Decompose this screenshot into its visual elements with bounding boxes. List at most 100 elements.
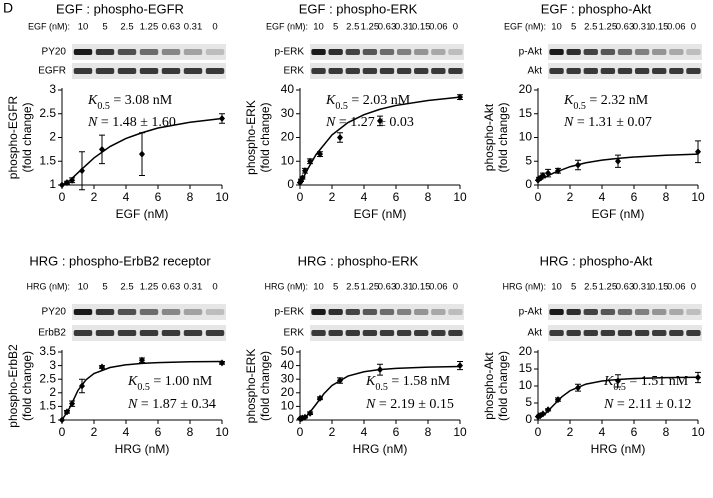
data-point bbox=[99, 145, 105, 153]
x-tick-label: 8 bbox=[187, 190, 194, 204]
blot-band bbox=[448, 68, 463, 74]
y-tick-label: 2 bbox=[49, 130, 56, 144]
blot-row-label: p-ERK bbox=[275, 47, 305, 58]
blot-band bbox=[345, 330, 360, 336]
blot-band bbox=[652, 68, 667, 74]
blot-band bbox=[448, 309, 463, 315]
lane-label: 0 bbox=[691, 22, 696, 33]
blot-band bbox=[362, 68, 378, 74]
y-axis-title: phospho-ERK bbox=[244, 100, 258, 175]
data-point bbox=[139, 356, 145, 364]
y-axis-title: (fold change) bbox=[258, 351, 272, 421]
x-axis-title: EGF (nM) bbox=[116, 207, 169, 221]
lane-label: 0 bbox=[453, 282, 458, 293]
x-tick-label: 10 bbox=[453, 190, 467, 204]
x-tick-label: 4 bbox=[123, 425, 130, 439]
data-point bbox=[63, 179, 70, 187]
annotation-part: = 1.51 nM bbox=[626, 374, 689, 389]
data-point bbox=[575, 161, 581, 169]
y-axis-title: phospho-EGFR bbox=[6, 95, 20, 179]
blot-header: EGF (nM): bbox=[504, 21, 546, 31]
blot-header: HRG (nM): bbox=[265, 281, 309, 291]
lane-label: 1.25 bbox=[599, 282, 618, 293]
lane-label: 0 bbox=[212, 22, 217, 33]
fit-annotation: K0.5 = 1.00 nM bbox=[127, 374, 213, 393]
y-tick-label: 30 bbox=[281, 371, 295, 385]
blot-band bbox=[549, 309, 564, 315]
lane-label: 0.31 bbox=[395, 282, 414, 293]
blot-band bbox=[396, 330, 412, 336]
annotation-part: 0.5 bbox=[375, 382, 388, 393]
lane-label: 2.5 bbox=[584, 22, 597, 33]
x-tick-label: 6 bbox=[155, 190, 162, 204]
blot-band bbox=[431, 68, 446, 74]
panel-title: EGF : phospho-EGFR bbox=[56, 1, 184, 16]
blot-band bbox=[95, 330, 115, 336]
blot-header: EGF (nM): bbox=[28, 21, 70, 31]
y-tick-label: 30 bbox=[281, 106, 295, 120]
lane-label: 0.31 bbox=[395, 22, 414, 33]
y-tick-label: 10 bbox=[519, 130, 533, 144]
blot-band bbox=[566, 49, 581, 55]
blot-band bbox=[379, 49, 395, 55]
lane-label: 1.25 bbox=[361, 282, 380, 293]
annotation-part: 0.5 bbox=[573, 101, 586, 112]
data-point bbox=[457, 362, 463, 370]
blot-band bbox=[95, 68, 115, 74]
x-tick-label: 6 bbox=[155, 425, 162, 439]
annotation-part: = 2.19 ± 0.15 bbox=[375, 397, 454, 412]
blot-row-label: p-ERK bbox=[275, 307, 305, 318]
data-point bbox=[575, 384, 581, 392]
x-tick-label: 2 bbox=[329, 190, 336, 204]
panel-label: D bbox=[3, 0, 13, 16]
lane-label: 0.06 bbox=[667, 282, 686, 293]
lane-label: 1.25 bbox=[599, 22, 618, 33]
lane-label: 5 bbox=[102, 22, 107, 33]
lane-label: 0.31 bbox=[633, 22, 652, 33]
lane-label: 10 bbox=[78, 22, 89, 33]
x-tick-label: 2 bbox=[567, 190, 574, 204]
blot-band bbox=[161, 68, 181, 74]
lane-label: 10 bbox=[551, 282, 562, 293]
annotation-part: K bbox=[563, 93, 574, 108]
data-point bbox=[457, 93, 463, 101]
blot-band bbox=[652, 49, 667, 55]
data-point bbox=[219, 359, 225, 367]
y-tick-label: 0 bbox=[525, 177, 532, 191]
y-tick-label: 1 bbox=[49, 177, 56, 191]
blot-band bbox=[652, 309, 667, 315]
annotation-part: = 2.03 nM bbox=[348, 93, 411, 108]
x-tick-label: 4 bbox=[361, 190, 368, 204]
blot-band bbox=[566, 68, 581, 74]
blot-band bbox=[396, 49, 412, 55]
blot-band bbox=[95, 309, 115, 315]
annotation-part: N bbox=[365, 397, 376, 412]
blot-row-label: ERK bbox=[283, 328, 304, 339]
x-tick-label: 0 bbox=[297, 425, 304, 439]
blot-band bbox=[95, 49, 115, 55]
data-point bbox=[69, 400, 76, 408]
x-tick-label: 8 bbox=[663, 190, 670, 204]
blot-band bbox=[448, 330, 463, 336]
data-point bbox=[307, 157, 314, 165]
blot-row-label: ERK bbox=[283, 66, 304, 77]
data-point bbox=[301, 413, 308, 421]
lane-label: 0.06 bbox=[429, 282, 448, 293]
data-point bbox=[59, 181, 65, 189]
blot-band bbox=[183, 68, 203, 74]
blot-band bbox=[669, 330, 684, 336]
blot-band bbox=[600, 49, 616, 55]
y-tick-label: 10 bbox=[519, 378, 533, 392]
lane-label: 0 bbox=[691, 282, 696, 293]
x-tick-label: 2 bbox=[567, 425, 574, 439]
lane-label: 2.5 bbox=[120, 22, 133, 33]
blot-row-label: PY20 bbox=[42, 47, 67, 58]
blot-band bbox=[634, 309, 650, 315]
blot-band bbox=[311, 330, 326, 336]
blot-band bbox=[669, 68, 684, 74]
blot-band bbox=[448, 49, 463, 55]
lane-label: 0.31 bbox=[633, 282, 652, 293]
blot-band bbox=[139, 309, 159, 315]
y-tick-label: 20 bbox=[519, 82, 533, 96]
